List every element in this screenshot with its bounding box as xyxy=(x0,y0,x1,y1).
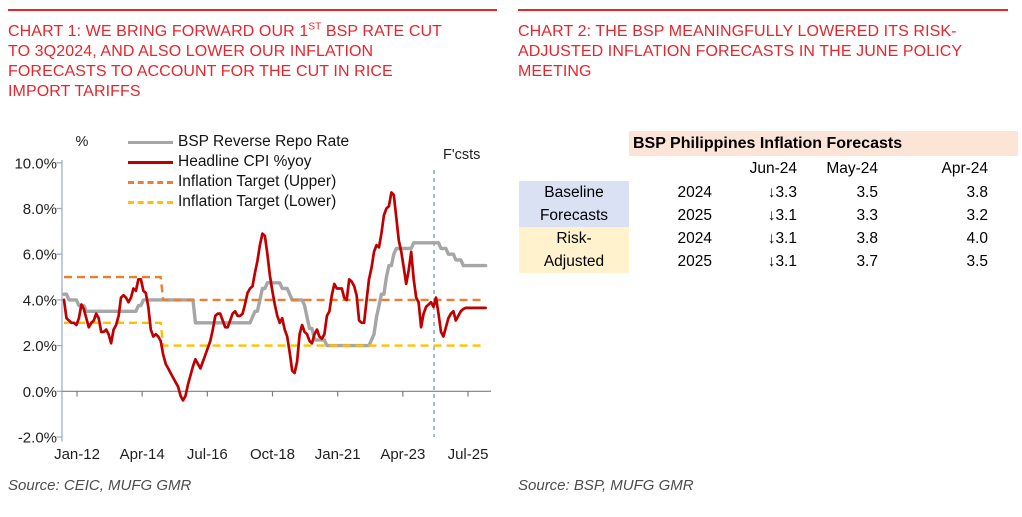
table-header-row: Jun-24 May-24 Apr-24 xyxy=(519,156,1018,181)
chart2-title-line: ADJUSTED INFLATION FORECASTS IN THE JUNE… xyxy=(518,43,963,60)
legend-item: Headline CPI %yoy xyxy=(128,152,349,172)
chart1-title-line: TO 3Q2024, AND ALSO LOWER OUR INFLATION xyxy=(8,43,374,60)
series-line-bsp-reverse-repo-rate xyxy=(62,241,488,348)
source-note-left: Source: CEIC, MUFG GMR xyxy=(8,477,192,494)
y-tick-label: 10.0% xyxy=(14,155,57,172)
legend-line-swatch xyxy=(128,140,173,144)
y-tick-label: 8.0% xyxy=(23,201,57,218)
row-group-label: Risk- Adjusted xyxy=(519,227,629,273)
ordinal-superscript: ST xyxy=(308,21,322,33)
forecast-value-cell: 3.7 xyxy=(856,252,878,270)
forecast-value-cell: 3.8 xyxy=(856,229,878,247)
forecast-value-cell: ↓3.1 xyxy=(767,206,797,224)
chart2-title-line: CHART 2: THE BSP MEANINGFULLY LOWERED IT… xyxy=(518,23,957,40)
axis-ticks: 10.0% 8.0% 6.0% 4.0% 2.0% 0.0% -2.0%Jan-12 Apr-… xyxy=(14,155,488,463)
table-title-row: BSP Philippines Inflation Forecasts xyxy=(519,131,1019,156)
legend-item: Inflation Target (Lower) xyxy=(128,192,349,212)
y-tick-label: 6.0% xyxy=(23,247,57,264)
table-title: BSP Philippines Inflation Forecasts xyxy=(629,131,1019,156)
legend-line-swatch xyxy=(128,200,173,204)
chart1-title-line: FORECASTS TO ACCOUNT FOR THE CUT IN RICE xyxy=(8,63,393,80)
forecast-value-cell: ↓3.3 xyxy=(767,183,797,201)
forecast-table: BSP Philippines Inflation Forecasts Jun-… xyxy=(519,131,1019,273)
series-line-inflation-target-lower- xyxy=(64,321,486,347)
y-axis-unit-label: % xyxy=(76,134,89,150)
forecast-value-cell: 4.0 xyxy=(966,229,989,247)
legend-label: Inflation Target (Lower) xyxy=(178,193,337,210)
header-spacer-2 xyxy=(629,156,712,181)
chart2-title: CHART 2: THE BSP MEANINGFULLY LOWERED IT… xyxy=(518,22,1020,82)
col-header-jun24: Jun-24 xyxy=(749,159,797,177)
y-tick-label: -2.0% xyxy=(18,430,57,447)
forecast-value-cell: 3.3 xyxy=(856,206,878,224)
forecast-label: F'csts xyxy=(443,147,480,163)
legend-item: BSP Reverse Repo Rate xyxy=(128,132,349,152)
forecast-value-cell: 3.8 xyxy=(966,183,989,201)
chart-series xyxy=(62,191,488,402)
header-spacer-1 xyxy=(519,156,629,181)
table-row: 2025 ↓3.1 3.7 3.5 xyxy=(519,250,1018,273)
x-tick-label: Oct-18 xyxy=(250,446,295,463)
divider-rule-left xyxy=(8,9,497,11)
forecast-value-cell: ↓3.1 xyxy=(767,229,797,247)
legend-label: BSP Reverse Repo Rate xyxy=(178,133,350,150)
line-chart: 10.0% 8.0% 6.0% 4.0% 2.0% 0.0% -2.0%Jan-12 Apr-… xyxy=(14,134,491,463)
forecast-value-cell: ↓3.1 xyxy=(767,252,797,270)
x-tick-label: Jan-12 xyxy=(54,446,100,463)
chart1-title: CHART 1: WE BRING FORWARD OUR 1ST BSP RA… xyxy=(8,22,508,102)
forecast-value-cell: 3.2 xyxy=(966,206,989,224)
table-row: Baseline Forecasts 2024 ↓3.3 3.5 3.8 xyxy=(519,181,1018,227)
divider-rule-right xyxy=(518,9,1008,11)
x-tick-label: Jul-25 xyxy=(448,446,489,463)
year-cell: 2025 xyxy=(677,206,712,224)
x-tick-label: Jul-16 xyxy=(187,446,228,463)
table-row: Risk- Adjusted 2024 ↓3.1 3.8 4.0 xyxy=(519,227,1018,273)
table-title-spacer xyxy=(519,131,629,156)
year-cell: 2025 xyxy=(677,252,712,270)
legend-label: Inflation Target (Upper) xyxy=(178,173,337,190)
y-tick-label: 4.0% xyxy=(23,292,57,309)
table-row: 2025 ↓3.1 3.3 3.2 xyxy=(519,204,1018,227)
series-line-headline-cpi-yoy xyxy=(62,191,487,402)
legend-line-swatch xyxy=(128,180,173,184)
y-tick-label: 0.0% xyxy=(23,384,57,401)
chart-legend: BSP Reverse Repo Rate Headline CPI %yoy In… xyxy=(128,132,349,212)
year-cell: 2024 xyxy=(677,229,712,247)
forecast-value-cell: 3.5 xyxy=(856,183,878,201)
x-tick-label: Apr-23 xyxy=(380,446,425,463)
row-group-label: Baseline Forecasts xyxy=(519,181,629,227)
x-tick-label: Jan-21 xyxy=(315,446,361,463)
chart1-title-line: CHART 1: WE BRING FORWARD OUR 1ST BSP RA… xyxy=(8,21,443,40)
legend-line-swatch xyxy=(128,160,173,164)
chart2-title-line: MEETING xyxy=(518,63,592,80)
source-note-right: Source: BSP, MUFG GMR xyxy=(518,477,694,494)
year-cell: 2024 xyxy=(677,183,712,201)
legend-item: Inflation Target (Upper) xyxy=(128,172,349,192)
forecast-value-cell: 3.5 xyxy=(966,252,989,270)
legend-label: Headline CPI %yoy xyxy=(178,153,312,170)
col-header-apr24: Apr-24 xyxy=(941,159,989,177)
y-tick-label: 2.0% xyxy=(23,338,57,355)
chart1-title-line: IMPORT TARIFFS xyxy=(8,83,141,100)
series-line-inflation-target-upper- xyxy=(64,275,486,302)
x-tick-label: Apr-14 xyxy=(120,446,165,463)
col-header-may24: May-24 xyxy=(826,159,878,177)
